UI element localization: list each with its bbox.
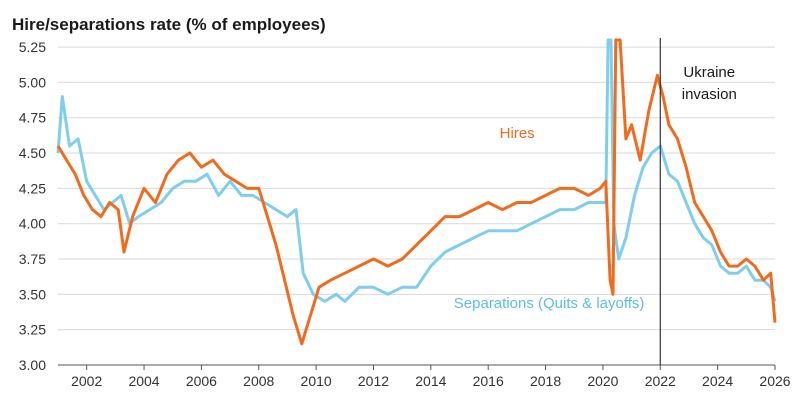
- gridlines: [58, 46, 775, 366]
- y-tick-label: 3.25: [19, 322, 46, 338]
- x-tick-label: 2004: [128, 373, 159, 389]
- x-tick-label: 2014: [415, 373, 446, 389]
- x-axis: 2002 2004 2006 2008 2010 2012 2014 2016 2018 2020…: [71, 365, 791, 389]
- y-tick-label: 3.50: [19, 286, 46, 302]
- x-tick-label: 2020: [587, 373, 618, 389]
- x-tick-label: 2002: [71, 373, 102, 389]
- y-tick-label: 4.25: [19, 180, 46, 196]
- y-tick-label: 5.25: [19, 39, 46, 55]
- y-tick-label: 3.00: [19, 357, 46, 373]
- y-tick-label: 5.00: [19, 74, 46, 90]
- x-tick-label: 2018: [530, 373, 561, 389]
- x-tick-label: 2022: [645, 373, 676, 389]
- x-tick-label: 2012: [358, 373, 389, 389]
- y-tick-label: 4.50: [19, 145, 46, 161]
- y-axis: 3.00 3.25 3.50 3.75 4.00 4.25 4.50 4.75 5.00 5.25: [19, 39, 46, 373]
- ukraine-label-line-2: invasion: [682, 86, 737, 103]
- series-lines: [56, 38, 777, 346]
- x-tick-label: 2024: [702, 373, 733, 389]
- chart-title: Hire/separations rate (% of employees): [12, 15, 326, 34]
- x-tick-label: 2010: [301, 373, 332, 389]
- x-tick-label: 2026: [759, 373, 790, 389]
- separations-line: [56, 38, 777, 303]
- y-tick-label: 3.75: [19, 251, 46, 267]
- x-tick-label: 2006: [186, 373, 217, 389]
- x-tick-label: 2008: [243, 373, 274, 389]
- y-tick-label: 4.00: [19, 216, 46, 232]
- ukraine-label-line-1: Ukraine: [683, 64, 735, 81]
- hires-series-label: Hires: [500, 125, 535, 142]
- hires-line: [56, 38, 777, 346]
- x-tick-label: 2016: [473, 373, 504, 389]
- y-tick-label: 4.75: [19, 110, 46, 126]
- separations-series-label: Separations (Quits & layoffs): [454, 295, 645, 312]
